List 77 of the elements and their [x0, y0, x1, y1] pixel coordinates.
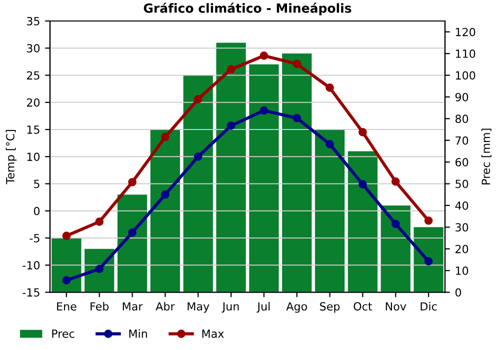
bar — [183, 75, 213, 292]
y-axis-title: Temp [°C] — [6, 130, 17, 184]
y-tick-label: 25 — [26, 71, 40, 80]
y2-tick-label: 110 — [456, 50, 476, 58]
point — [226, 122, 236, 130]
x-tick-label: Mar — [122, 302, 143, 311]
x-tick-label: Ene — [57, 302, 76, 311]
point — [62, 232, 71, 240]
x-tick-label: Sep — [320, 302, 340, 313]
point — [292, 60, 302, 68]
y2-tick-label: 90 — [455, 92, 468, 102]
bar — [249, 64, 279, 292]
point — [161, 190, 170, 199]
y2-tick-label: 80 — [455, 114, 468, 124]
y-tick-label: 10 — [27, 152, 40, 162]
bar — [380, 205, 410, 292]
y-tick-label: 20 — [26, 98, 40, 107]
y-tick-label: -10 — [22, 261, 40, 270]
chart-title: Gráfico climático - Mineápolis — [144, 2, 352, 16]
point — [358, 128, 367, 136]
point — [260, 106, 268, 115]
x-tick-label: Jun — [222, 302, 239, 313]
bar — [314, 130, 345, 292]
y2-tick-label: 40 — [455, 201, 468, 210]
y2-tick-label: 60 — [456, 158, 468, 166]
y-tick-label: -5 — [30, 234, 40, 242]
point — [326, 84, 334, 92]
point — [424, 216, 433, 225]
y-tick-label: 0 — [34, 206, 40, 216]
y2-tick-label: 20 — [456, 244, 468, 254]
y2-tick-label: 70 — [456, 136, 468, 145]
x-tick-label: Feb — [90, 302, 109, 311]
y-tick-label: 5 — [34, 180, 40, 188]
point — [95, 218, 104, 226]
y2-tick-label: 100 — [456, 71, 476, 80]
y2-tick-label: 0 — [455, 288, 462, 297]
point — [326, 140, 334, 148]
point — [194, 94, 202, 104]
bar — [117, 194, 148, 292]
x-tick-label: Abr — [156, 302, 175, 311]
point — [226, 65, 236, 74]
point — [391, 220, 400, 228]
point — [391, 177, 400, 186]
legend-label: Prec — [52, 330, 74, 338]
y2-tick-label: 50 — [456, 180, 468, 188]
bar — [150, 130, 180, 292]
point — [194, 152, 202, 161]
x-tick-label: Jul — [256, 302, 270, 313]
point — [95, 264, 104, 274]
bar — [52, 238, 82, 292]
x-tick-label: Dic — [420, 302, 437, 311]
x-tick-label: Ago — [286, 302, 307, 313]
point — [62, 276, 71, 284]
bar — [348, 151, 378, 292]
y-tick-label: -15 — [22, 288, 40, 297]
point — [260, 52, 268, 60]
legend-label: Max — [202, 330, 224, 338]
x-tick-label: May — [188, 302, 210, 313]
x-tick-label: Nov — [386, 302, 406, 311]
y-tick-label: 30 — [26, 44, 40, 53]
point — [128, 178, 136, 186]
legend-label: Min — [129, 329, 147, 338]
y2-tick-label: 30 — [456, 223, 468, 232]
point — [292, 114, 302, 122]
bar — [414, 227, 444, 292]
point — [161, 132, 170, 142]
bar — [282, 54, 312, 292]
y-tick-label: 35 — [26, 16, 40, 26]
y2-tick-label: 120 — [456, 28, 476, 36]
bar — [216, 42, 246, 292]
point — [128, 228, 136, 237]
x-tick-label: Oct — [354, 302, 372, 311]
y-tick-label: 15 — [27, 126, 40, 134]
y2-axis-title: Prec [mm] — [481, 128, 492, 184]
y2-tick-label: 10 — [456, 266, 468, 275]
point — [358, 180, 367, 188]
point — [424, 257, 433, 266]
